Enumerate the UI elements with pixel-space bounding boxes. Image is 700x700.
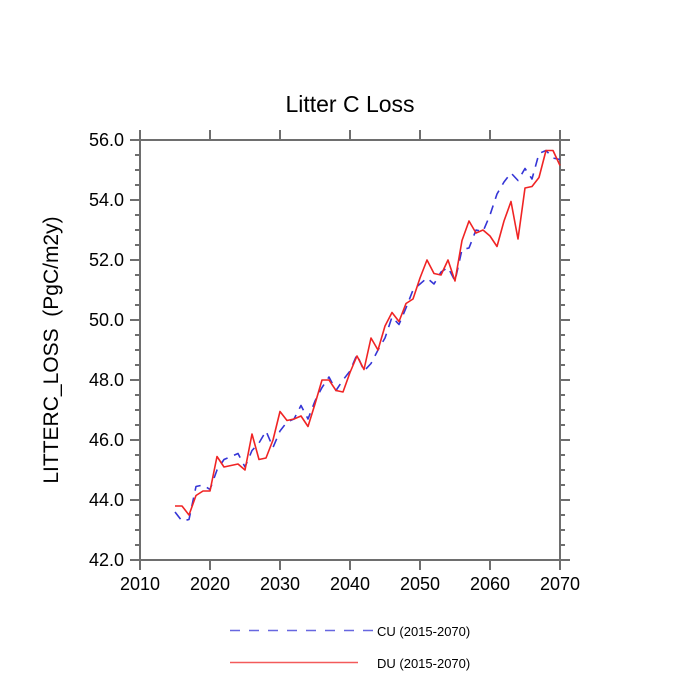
axis-frame <box>139 139 561 561</box>
y-axis-label: LITTERC_LOSS (PgC/m2y) <box>40 216 63 484</box>
legend-label-cu: CU (2015-2070) <box>377 624 471 639</box>
y-tick-label: 44.0 <box>89 490 124 510</box>
x-tick-label: 2020 <box>190 574 230 594</box>
y-tick-label: 46.0 <box>89 430 124 450</box>
x-tick-label: 2030 <box>260 574 300 594</box>
y-tick-label: 50.0 <box>89 310 124 330</box>
y-tick-label: 48.0 <box>89 370 124 390</box>
y-tick-label: 52.0 <box>89 250 124 270</box>
y-tick-label: 56.0 <box>89 130 124 150</box>
series-line-du <box>175 149 561 516</box>
y-tick-label: 54.0 <box>89 190 124 210</box>
chart-title: Litter C Loss <box>285 91 415 117</box>
legend-label-du: DU (2015-2070) <box>377 656 471 671</box>
x-tick-label: 2040 <box>330 574 370 594</box>
x-tick-label: 2070 <box>540 574 580 594</box>
series-line-cu <box>174 149 561 522</box>
y-tick-label: 42.0 <box>89 550 124 570</box>
x-tick-label: 2050 <box>400 574 440 594</box>
x-tick-label: 2010 <box>120 574 160 594</box>
x-tick-label: 2060 <box>470 574 510 594</box>
